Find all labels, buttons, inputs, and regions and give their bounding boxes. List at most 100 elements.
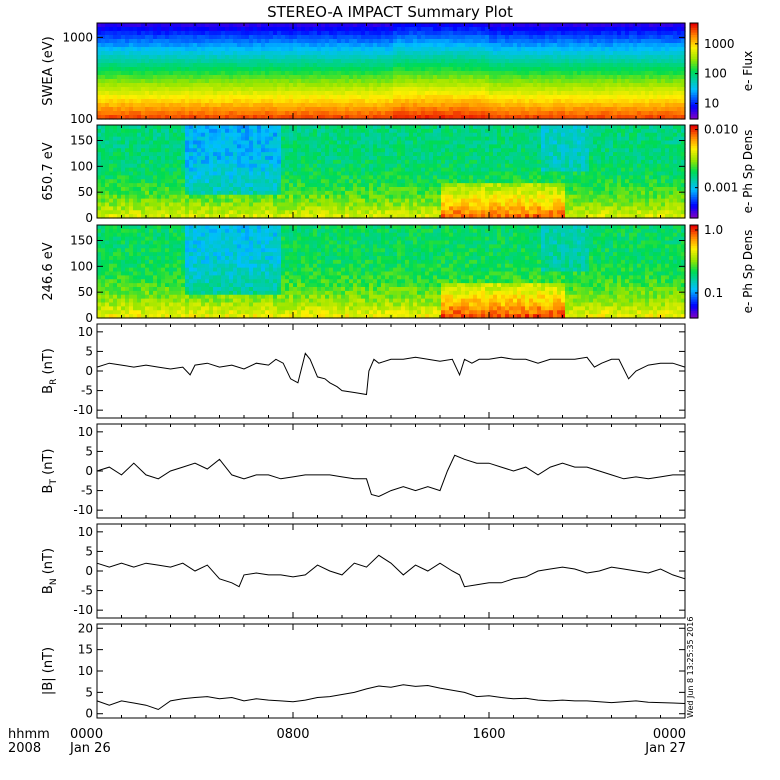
swea-cell [249,75,254,80]
pad650-cell [245,190,250,196]
swea-cell [605,67,610,72]
swea-cell [193,67,198,72]
swea-cell [477,115,482,120]
swea-cell [545,55,550,60]
swea-cell [353,67,358,72]
swea-cell [633,23,638,28]
swea-cell [437,23,442,28]
swea-cell [545,59,550,64]
swea-cell [117,79,122,84]
swea-cell [589,91,594,96]
swea-cell [317,107,322,112]
swea-cell [245,83,250,88]
swea-cell [609,31,614,36]
swea-cell [153,51,158,56]
swea-cell [217,107,222,112]
swea-cell [369,71,374,76]
pad650-cell [161,128,166,134]
swea-cell [97,75,102,80]
swea-cell [517,83,522,88]
pad650-cell [313,159,318,165]
pad650-cell [209,163,214,169]
swea-cell [97,111,102,116]
swea-cell [633,99,638,104]
pad650-cell [181,206,186,211]
swea-cell [313,27,318,32]
swea-cell [661,59,666,64]
swea-cell [617,103,622,108]
pad650-cell [157,206,162,211]
swea-cell [241,55,246,60]
swea-cell [673,95,678,100]
pad650-cell [101,132,106,138]
swea-cell [513,107,518,112]
pad650-cell [113,167,118,173]
swea-cell [597,43,602,48]
swea-cell [653,91,658,96]
swea-cell [549,111,554,116]
swea-cell [593,63,598,68]
swea-cell [397,75,402,80]
pad650-cell [321,125,326,130]
swea-cell [553,71,558,76]
pad650-cell [177,190,182,196]
pad650-cell [213,125,218,130]
pad650-cell [241,140,246,145]
swea-cell [173,107,178,112]
swea-cell [397,87,402,92]
swea-cell [181,35,186,40]
pad650-cell [133,128,138,134]
pad650-cell [181,148,186,153]
pad650-cell [229,156,234,161]
pad650-cell [297,156,302,161]
pad650-cell [109,159,114,165]
pad650-cell [105,171,110,176]
pad650-cell [97,194,102,200]
swea-cell [281,87,286,92]
pad650-cell [253,136,258,142]
pad650-cell [277,187,282,192]
pad650-cell [221,190,226,196]
swea-cell [365,59,370,64]
pad650-cell [221,163,226,169]
pad650-cell [301,144,306,149]
pad650-cell [149,171,154,176]
swea-cell [505,67,510,72]
swea-cell [657,87,662,92]
swea-cell [513,99,518,104]
swea-cell [197,75,202,80]
swea-cell [409,91,414,96]
pad650-cell [201,136,206,142]
swea-cell [269,107,274,112]
swea-cell [161,83,166,88]
swea-cell [105,55,110,60]
swea-cell [105,75,110,80]
swea-cell [641,75,646,80]
swea-cell [625,103,630,108]
swea-cell [97,99,102,104]
pad650-cell [313,214,318,219]
swea-cell [625,111,630,116]
swea-cell [637,71,642,76]
swea-cell [657,43,662,48]
swea-cell [361,103,366,108]
pad650-cell [129,156,134,161]
swea-cell [553,51,558,56]
swea-cell [653,63,658,68]
swea-cell [113,91,118,96]
pad650-cell [105,194,110,200]
swea-cell [289,31,294,36]
swea-cell [437,99,442,104]
swea-colorbar-segment [690,63,698,67]
swea-cell [561,55,566,60]
swea-cell [257,43,262,48]
swea-cell [405,47,410,52]
swea-cell [405,23,410,28]
swea-cell [597,47,602,52]
pad650-cell [265,183,270,188]
swea-cell [625,43,630,48]
swea-cell [213,87,218,92]
pad650-cell [145,214,150,219]
swea-cell [553,103,558,108]
swea-cell [657,39,662,44]
